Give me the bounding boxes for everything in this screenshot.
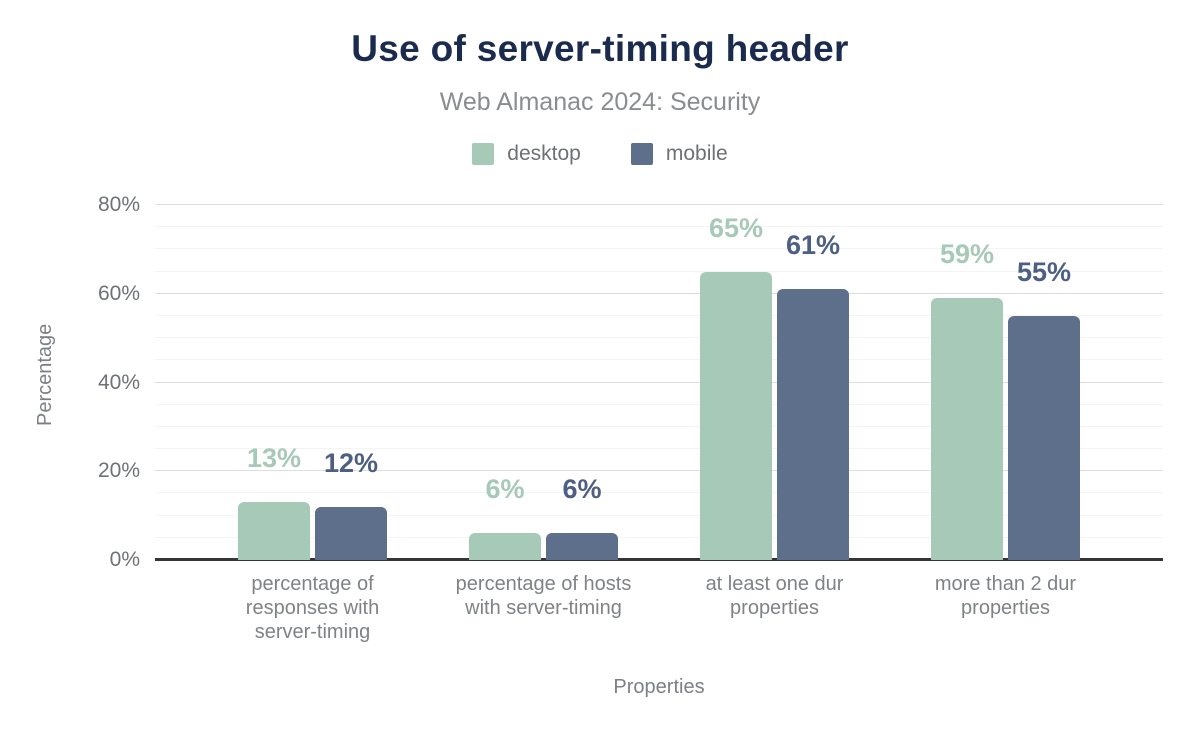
y-axis-ticks: 0% 20% 40% 60% 80% [0,190,140,571]
legend-item-mobile: mobile [630,142,728,166]
value-label-desktop-2: 65% [708,212,764,243]
x-category-label-3: more than 2 dur properties [934,573,1077,619]
gridline-70 [155,248,1163,250]
gridline-45 [155,359,1163,361]
bars: 13% 12% 6% 6% 65% 61% 59% 55% [155,190,1163,560]
value-label-desktop-1: 6% [485,474,525,505]
y-tick-label-20: 20% [97,459,140,483]
y-tick-label-80: 80% [97,193,140,216]
value-label-desktop-3: 59% [939,239,995,270]
y-tick-label-60: 60% [97,281,140,305]
value-label-mobile-1: 6% [562,474,602,505]
gridline-65 [155,270,1163,272]
legend-label-mobile: mobile [665,142,728,165]
gridline-25 [155,448,1163,450]
x-axis-title: Properties [613,676,705,698]
gridline-60 [155,292,1163,294]
bar-group-2: 65% 61% [659,190,890,560]
bar-mobile-1[interactable]: 6% [546,476,618,560]
bar-desktop-3[interactable]: 59% [931,241,1003,560]
x-category-label-1: percentage of hosts with server-timing [455,573,632,619]
bar-desktop-0[interactable]: 13% [238,445,310,560]
value-label-desktop-0: 13% [246,443,302,474]
gridline-40 [155,381,1163,383]
plot-area: 13% 12% 6% 6% 65% 61% 59% 55% [155,190,1163,561]
bar-desktop-1[interactable]: 6% [469,476,541,560]
bar-group-1: 6% 6% [428,190,659,560]
gridline-15 [155,492,1163,494]
bar-mobile-3[interactable]: 55% [1008,258,1080,560]
gridline-50 [155,337,1163,339]
bar-desktop-2[interactable]: 65% [700,214,772,560]
legend-swatch-mobile [630,143,653,165]
legend-swatch-desktop [472,143,495,165]
legend: desktop mobile [0,142,1200,166]
value-label-mobile-0: 12% [323,447,379,478]
chart-title: Use of server-timing header [351,28,849,69]
chart-subtitle: Web Almanac 2024: Security [439,88,761,116]
x-category-labels: percentage of responses with server-timi… [155,572,1163,644]
gridline-75 [155,226,1163,228]
x-axis-line [155,558,1163,561]
bar-mobile-2[interactable]: 61% [777,232,849,560]
x-category-label-2: at least one dur properties [705,573,844,619]
gridline-10 [155,514,1163,516]
gridline-80 [155,204,1163,205]
y-tick-label-0: 0% [109,548,140,571]
x-category-label-0: percentage of responses with server-timi… [245,573,380,643]
gridline-35 [155,403,1163,405]
bar-group-3: 59% 55% [890,190,1121,560]
gridline-30 [155,425,1163,427]
gridline-5 [155,536,1163,538]
bar-mobile-0[interactable]: 12% [315,449,387,560]
bar-group-0: 13% 12% [197,190,428,560]
value-label-mobile-2: 61% [785,230,841,261]
gridline-55 [155,314,1163,316]
gridline-20 [155,470,1163,472]
value-label-mobile-3: 55% [1016,256,1072,287]
y-tick-label-40: 40% [97,370,140,394]
legend-item-desktop: desktop [472,142,581,166]
legend-label-desktop: desktop [507,142,581,165]
